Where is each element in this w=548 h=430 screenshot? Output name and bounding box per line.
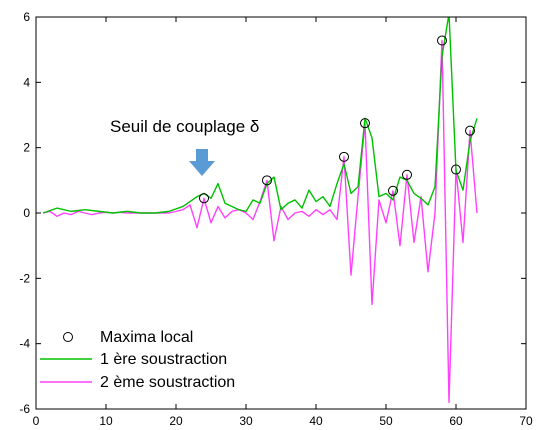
series-layer xyxy=(42,17,478,404)
annotation-label: Seuil de couplage δ xyxy=(110,117,259,136)
y-tick-label: 4 xyxy=(23,75,30,89)
y-tick-label: 0 xyxy=(23,206,30,220)
marker-layer xyxy=(199,35,475,204)
y-tick-label: -2 xyxy=(19,271,30,285)
x-tick-label: 70 xyxy=(519,414,533,428)
x-axis: 0 10 20 30 40 50 60 70 xyxy=(33,17,533,428)
y-tick-label: -4 xyxy=(19,337,30,351)
maxima-point xyxy=(437,35,447,46)
legend-marker-maxima xyxy=(63,332,73,342)
x-tick-label: 30 xyxy=(239,414,253,428)
maxima-point xyxy=(402,169,412,180)
maxima-point xyxy=(199,193,209,204)
legend-label-first: 1 ère soustraction xyxy=(100,351,227,368)
maxima-point xyxy=(262,175,272,186)
maxima-point xyxy=(388,185,398,196)
maxima-point xyxy=(360,118,370,129)
maxima-point xyxy=(465,125,475,136)
legend-label-second: 2 ème soustraction xyxy=(100,374,235,391)
maxima-point xyxy=(339,151,349,162)
x-tick-label: 0 xyxy=(33,414,40,428)
x-tick-label: 40 xyxy=(309,414,323,428)
x-tick-label: 50 xyxy=(379,414,393,428)
x-tick-label: 60 xyxy=(449,414,463,428)
y-tick-label: -6 xyxy=(19,402,30,416)
x-tick-label: 20 xyxy=(169,414,183,428)
legend: Maxima local 1 ère soustraction 2 ème so… xyxy=(40,329,235,391)
y-tick-label: 6 xyxy=(23,10,30,24)
series-line-1-re-soustraction xyxy=(42,17,478,214)
y-axis: -6 -4 -2 0 2 4 6 xyxy=(19,10,526,416)
legend-label-maxima: Maxima local xyxy=(100,329,193,346)
maxima-point xyxy=(451,164,461,175)
annotation-arrow xyxy=(189,149,215,176)
y-tick-label: 2 xyxy=(23,141,30,155)
x-tick-label: 10 xyxy=(99,414,113,428)
